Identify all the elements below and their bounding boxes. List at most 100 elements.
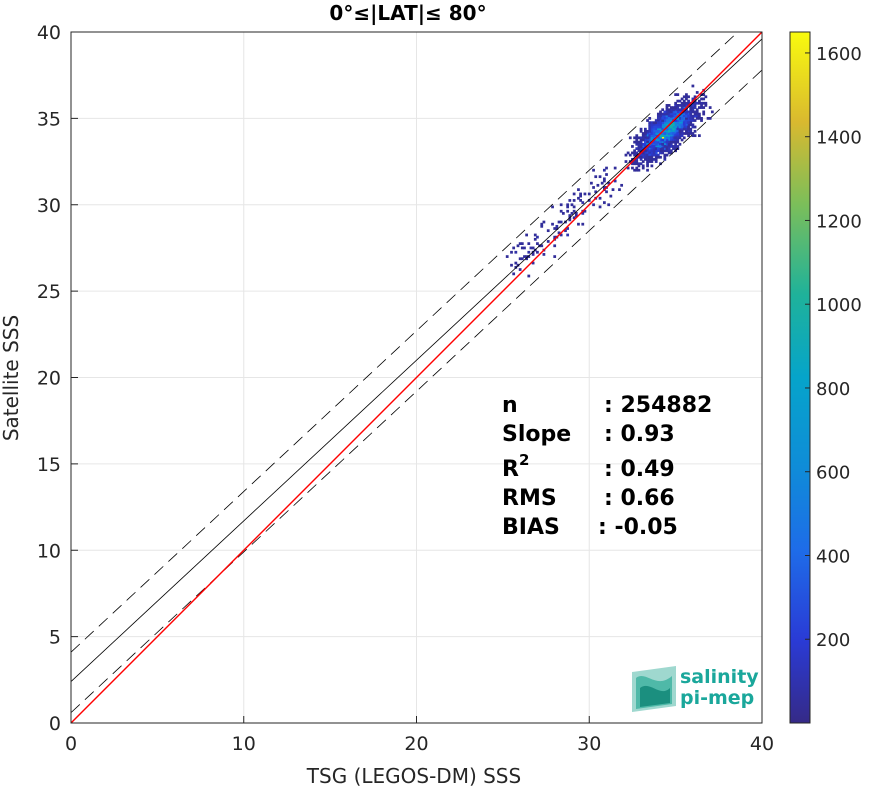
density-cell (667, 134, 671, 138)
density-cell (652, 125, 656, 129)
density-cell (661, 142, 665, 146)
density-cell (682, 127, 686, 131)
density-cell (661, 114, 665, 118)
density-cell (659, 110, 662, 114)
density-cell (641, 136, 645, 140)
density-cell (523, 246, 526, 250)
x-axis-label: TSG (LEGOS-DM) SSS (306, 764, 521, 788)
stat-n-label: n (502, 393, 518, 418)
density-cell (557, 220, 561, 224)
density-cell (648, 132, 652, 135)
density-cell (650, 155, 654, 159)
density-cell (691, 132, 695, 135)
density-cell (607, 203, 611, 207)
density-cell (674, 142, 678, 146)
density-cell (676, 108, 680, 112)
density-cell (574, 212, 578, 215)
density-cell (678, 99, 682, 103)
density-cell (525, 257, 529, 261)
density-cell (639, 155, 643, 159)
density-cell (669, 134, 673, 138)
density-cell (689, 116, 693, 120)
density-cell (637, 162, 641, 166)
density-cell (644, 140, 647, 144)
density-cell (624, 153, 628, 157)
density-cell (678, 127, 682, 131)
density-cell (587, 192, 591, 196)
density-cell (663, 134, 667, 138)
colorbar-tick-label: 600 (816, 463, 850, 484)
density-cell (602, 201, 606, 204)
density-cell (676, 132, 680, 135)
density-cell (635, 136, 639, 140)
density-cell (667, 104, 671, 107)
density-cell (680, 97, 684, 101)
stat-r2-label: R2 (502, 451, 529, 482)
salinity-pi-mep-logo: salinity pi-mep (632, 666, 759, 712)
density-cell (525, 255, 529, 258)
density-cell (644, 149, 647, 153)
y-tick-label: 30 (37, 195, 61, 217)
density-cell (652, 127, 656, 131)
density-cell (602, 179, 606, 183)
density-cell (687, 110, 690, 114)
density-cell (650, 160, 654, 163)
density-cell (669, 106, 673, 109)
stats-box: n : 254882 Slope : 0.93 R2 : 0.49 RMS : … (502, 393, 712, 540)
density-cell (656, 129, 660, 133)
density-cell (644, 158, 647, 161)
density-cell (663, 145, 667, 148)
density-cell (676, 112, 680, 116)
density-cell (676, 138, 680, 142)
density-cell (654, 142, 658, 146)
density-cell (656, 138, 660, 142)
one-to-one-line (71, 32, 762, 723)
density-cell (682, 104, 686, 107)
density-cell (672, 114, 675, 118)
density-cell (551, 222, 554, 226)
density-cell (663, 136, 667, 140)
density-cell (652, 123, 656, 127)
density-cell (691, 119, 695, 122)
density-cell (680, 138, 684, 142)
density-cell (609, 194, 613, 198)
density-cell (663, 142, 667, 146)
density-cell (685, 132, 688, 135)
density-cell (656, 136, 660, 140)
density-cell (529, 246, 533, 250)
density-cell (672, 132, 675, 135)
density-cell (678, 129, 682, 133)
density-cell (577, 222, 580, 226)
density-cell (685, 101, 688, 105)
density-cell (680, 127, 684, 131)
density-cell (667, 125, 671, 129)
density-cell (553, 255, 557, 258)
density-cell (650, 121, 654, 125)
density-cell (635, 140, 639, 144)
density-cell (644, 132, 647, 135)
density-cell (702, 97, 706, 101)
density-cell (663, 116, 667, 120)
density-cell (618, 188, 621, 192)
density-cell (626, 151, 630, 155)
density-cell (659, 155, 662, 159)
density-cell (613, 166, 617, 170)
density-cell (633, 162, 636, 166)
density-cell (639, 153, 643, 157)
density-cell (674, 93, 678, 97)
density-cell (687, 95, 690, 99)
density-cell (525, 233, 529, 237)
density-cell (700, 116, 703, 120)
density-cell (691, 125, 695, 129)
density-cell (639, 127, 643, 131)
density-cell (598, 175, 602, 179)
density-cell (602, 168, 606, 172)
colorbar-tick-label: 1200 (816, 211, 862, 232)
density-cell (676, 99, 680, 103)
stat-rms-label: RMS (502, 486, 557, 511)
x-tick-label: 20 (404, 733, 428, 755)
density-cell (693, 112, 697, 116)
density-cell (667, 136, 671, 140)
density-cell (654, 123, 658, 127)
